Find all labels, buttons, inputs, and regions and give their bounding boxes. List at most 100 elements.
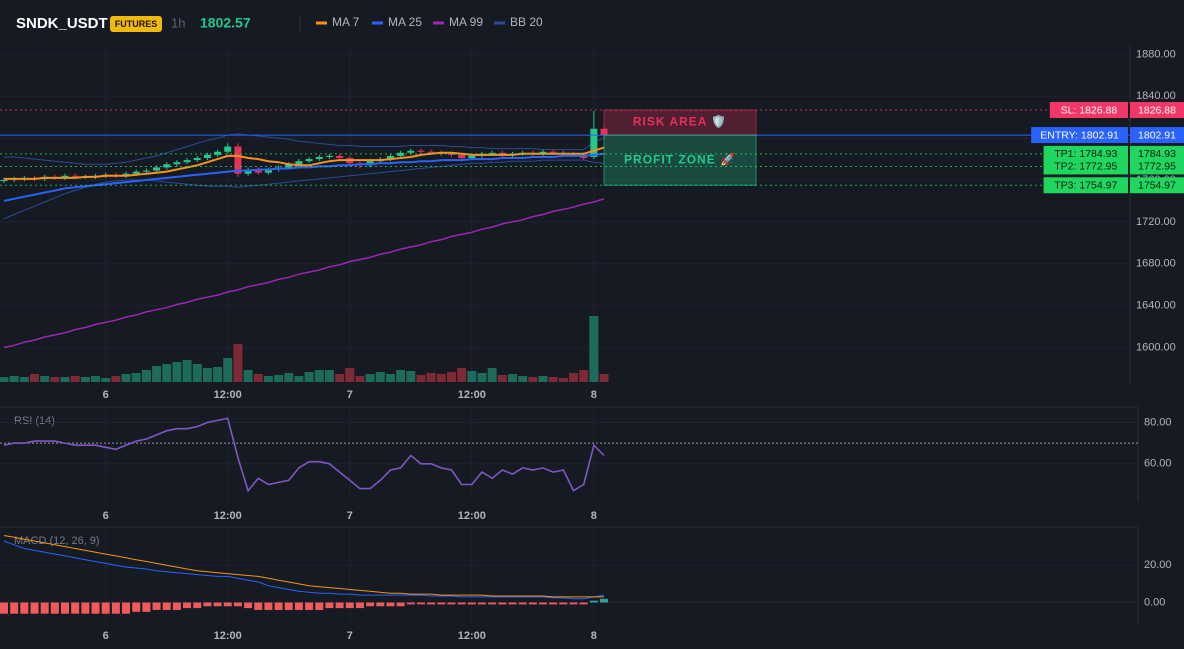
- histogram-bar: [396, 602, 405, 607]
- y-tick-label: 1880.00: [1136, 48, 1176, 60]
- histogram-bar: [345, 602, 354, 609]
- histogram-bar: [579, 602, 588, 605]
- candle-body: [336, 155, 344, 159]
- volume-bar: [243, 370, 253, 382]
- x-tick-label: 12:00: [214, 389, 242, 401]
- volume-bar: [60, 377, 70, 382]
- ma-line: [3, 152, 605, 202]
- volume-bar: [19, 377, 29, 382]
- ma-line: [4, 146, 605, 180]
- level-tag: TP2: 1772.95: [1054, 161, 1117, 173]
- volume-bar: [518, 376, 528, 382]
- volume-bar: [50, 377, 60, 382]
- candle-body: [498, 152, 506, 155]
- candle-body: [173, 162, 181, 165]
- candle-body: [203, 154, 211, 159]
- last-price: 1802.57: [200, 15, 251, 31]
- candle-body: [407, 150, 415, 153]
- histogram-bar: [172, 602, 181, 610]
- volume-bar: [446, 372, 456, 382]
- candle-body: [468, 155, 476, 159]
- candle-body: [549, 151, 557, 153]
- volume-bar: [202, 368, 212, 382]
- level-tag: ENTRY: 1802.91: [1040, 129, 1119, 141]
- volume-bar: [436, 374, 446, 382]
- level-tag-bg: [1043, 145, 1128, 162]
- candle-body: [366, 161, 374, 166]
- histogram-bar: [559, 602, 568, 605]
- histogram-bar: [0, 602, 8, 614]
- volume-bar: [162, 364, 172, 382]
- histogram-bar: [294, 602, 303, 610]
- candle-body: [163, 164, 171, 168]
- histogram-bar: [183, 602, 192, 609]
- legend-label: MA 99: [449, 15, 483, 29]
- volume-bar: [538, 376, 548, 382]
- volume-bar: [335, 374, 345, 382]
- volume-bar: [579, 370, 589, 382]
- interval: 1h: [171, 15, 185, 30]
- histogram-bar: [437, 602, 446, 605]
- volume-bar: [477, 373, 487, 382]
- histogram-bar: [274, 602, 283, 610]
- y-tick-label: 1640.00: [1136, 299, 1176, 311]
- histogram-bar: [213, 602, 222, 607]
- histogram-bar: [457, 602, 466, 605]
- y-tick-label: 0.00: [1144, 596, 1165, 608]
- volume-bar: [131, 373, 141, 382]
- histogram-bar: [467, 602, 476, 605]
- histogram-bar: [132, 602, 141, 612]
- level-tag-bg: [1031, 127, 1128, 144]
- volume-bar: [80, 377, 90, 382]
- x-tick-label: 7: [347, 389, 353, 401]
- rsi-line: [3, 417, 605, 493]
- volume-bar: [152, 366, 162, 382]
- volume-bar: [558, 378, 568, 382]
- volume-bar: [284, 373, 294, 382]
- volume-bar: [487, 368, 497, 382]
- candle-body: [590, 128, 598, 157]
- volume-bar: [0, 377, 9, 382]
- histogram-bar: [223, 602, 232, 607]
- volume-bar: [192, 364, 202, 382]
- badge-bg: [110, 16, 162, 32]
- volume-bar: [263, 376, 273, 382]
- volume-bar: [396, 370, 406, 382]
- histogram-bar: [203, 602, 212, 607]
- volume-bar: [467, 371, 477, 382]
- level-price-bg: [1130, 145, 1184, 162]
- volume-bar: [9, 376, 19, 382]
- candle-body: [61, 175, 69, 178]
- candle-body: [539, 151, 547, 154]
- candle-body: [142, 170, 150, 172]
- candle-body: [254, 169, 262, 173]
- volume-bar: [40, 376, 50, 382]
- y-tick-label: 1680.00: [1136, 258, 1176, 270]
- histogram-bar: [406, 602, 415, 605]
- y-tick-label: 1720.00: [1136, 216, 1176, 228]
- histogram-bar: [355, 602, 364, 609]
- legend-label: MA 7: [332, 15, 360, 29]
- histogram-bar: [315, 602, 324, 610]
- volume-bar: [91, 376, 101, 382]
- volume-bar: [365, 374, 375, 382]
- volume-bar: [426, 373, 436, 382]
- volume-bar: [589, 316, 599, 382]
- volume-bar: [314, 370, 324, 382]
- candle-body: [305, 159, 313, 162]
- level-price-bg: [1130, 158, 1184, 175]
- y-tick-label: 60.00: [1144, 458, 1172, 470]
- histogram-bar: [162, 602, 171, 610]
- candle-body: [315, 156, 323, 160]
- histogram-bar: [427, 602, 436, 605]
- zone-label: RISK AREA 🛡️: [633, 115, 727, 129]
- histogram-bar: [600, 598, 609, 603]
- volume-bar: [182, 360, 192, 382]
- volume-bar: [324, 370, 334, 382]
- histogram-bar: [549, 602, 558, 605]
- histogram-bar: [81, 602, 90, 614]
- macd-line: [3, 540, 605, 600]
- volume-bar: [30, 374, 40, 382]
- volume-bar: [70, 376, 80, 382]
- level-tag: SL: 1826.88: [1061, 104, 1118, 116]
